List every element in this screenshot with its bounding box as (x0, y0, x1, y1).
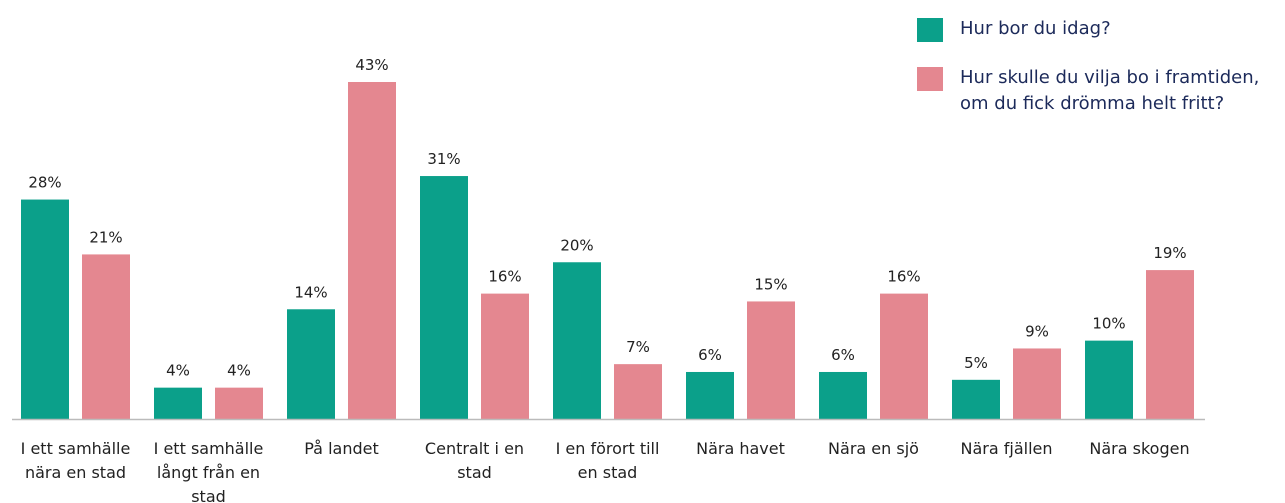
data-label: 20% (560, 236, 593, 254)
legend-item: Hur skulle du vilja bo i framtiden, om d… (917, 67, 1285, 117)
x-tick-label: I en förort till en stad (555, 439, 660, 482)
bar (154, 387, 202, 419)
legend-text: Hur skulle du vilja bo i framtiden, om d… (960, 67, 1260, 114)
x-tick-label: I ett samhälle nära en stad (20, 439, 131, 482)
legend-swatch (917, 67, 943, 91)
bar (21, 199, 69, 419)
data-label: 4% (227, 362, 251, 380)
bar (215, 387, 263, 419)
bar (287, 309, 335, 419)
data-label: 5% (964, 354, 988, 372)
legend-item: Hur bor du idag? (917, 18, 1285, 42)
data-label: 6% (831, 346, 855, 364)
legend-swatch (917, 18, 943, 42)
bar (747, 301, 795, 419)
x-tick-label: Centralt i en stad (424, 439, 525, 482)
data-label: 43% (355, 56, 388, 74)
bar (1146, 270, 1194, 419)
data-label: 15% (754, 275, 787, 293)
data-label: 14% (294, 283, 327, 301)
bar (420, 176, 468, 419)
data-label: 31% (427, 150, 460, 168)
data-label: 21% (89, 228, 122, 246)
x-tick-label: Nära fjällen (960, 439, 1053, 458)
bar (1013, 348, 1061, 419)
legend-text: Hur bor du idag? (960, 18, 1111, 39)
data-label: 4% (166, 362, 190, 380)
data-label: 28% (28, 174, 61, 192)
data-label: 16% (488, 268, 521, 286)
x-tick-label: Nära skogen (1089, 439, 1190, 458)
data-label: 7% (626, 338, 650, 356)
x-tick-label: På landet (304, 439, 379, 458)
data-label: 19% (1153, 244, 1186, 262)
x-tick-label: Nära havet (696, 439, 785, 458)
x-tick-label: I ett samhälle långt från en stad (153, 439, 264, 503)
bar (880, 293, 928, 419)
x-tick-label: Nära en sjö (828, 439, 919, 458)
bar (348, 82, 396, 419)
bar (686, 371, 734, 419)
bar (614, 364, 662, 419)
data-label: 10% (1092, 315, 1125, 333)
bar (1085, 340, 1133, 419)
data-label: 16% (887, 268, 920, 286)
bar (952, 379, 1000, 419)
data-label: 9% (1025, 322, 1049, 340)
bar (82, 254, 130, 419)
data-label: 6% (698, 346, 722, 364)
bar (481, 293, 529, 419)
bar (553, 262, 601, 419)
bar (819, 371, 867, 419)
